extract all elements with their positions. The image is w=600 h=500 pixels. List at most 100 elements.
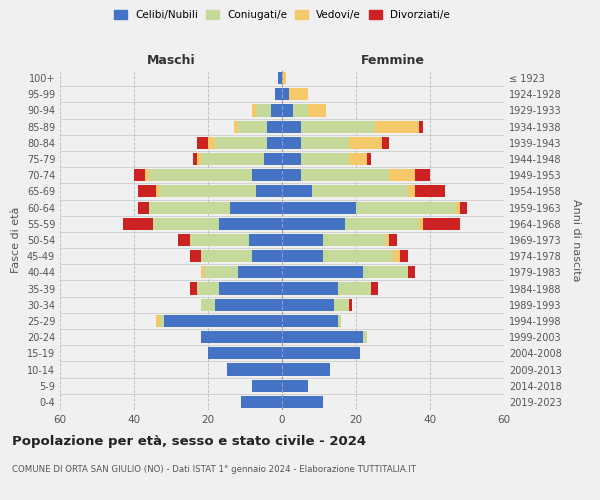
Bar [208, 137, 215, 149]
Bar [460, 202, 467, 213]
Bar [282, 88, 289, 101]
Text: Femmine: Femmine [361, 54, 425, 67]
Bar [349, 298, 352, 311]
Bar [282, 169, 301, 181]
Bar [256, 186, 282, 198]
Bar [408, 186, 415, 198]
Bar [178, 234, 190, 246]
Bar [230, 202, 282, 213]
Bar [415, 169, 430, 181]
Text: Maschi: Maschi [146, 54, 196, 67]
Bar [282, 104, 293, 117]
Bar [374, 120, 419, 132]
Bar [253, 380, 282, 392]
Text: Popolazione per età, sesso e stato civile - 2024: Popolazione per età, sesso e stato civil… [12, 435, 366, 448]
Bar [219, 282, 282, 294]
Bar [349, 137, 382, 149]
Bar [200, 298, 215, 311]
Bar [238, 120, 267, 132]
Bar [282, 137, 301, 149]
Bar [164, 315, 282, 327]
Bar [227, 364, 282, 376]
Bar [323, 234, 386, 246]
Bar [152, 218, 219, 230]
Bar [334, 298, 349, 311]
Bar [415, 186, 445, 198]
Bar [393, 250, 400, 262]
Bar [364, 266, 408, 278]
Bar [200, 250, 253, 262]
Bar [160, 315, 164, 327]
Bar [200, 153, 263, 165]
Bar [282, 380, 308, 392]
Bar [215, 137, 267, 149]
Bar [134, 169, 145, 181]
Text: COMUNE DI ORTA SAN GIULIO (NO) - Dati ISTAT 1° gennaio 2024 - Elaborazione TUTTI: COMUNE DI ORTA SAN GIULIO (NO) - Dati IS… [12, 465, 416, 474]
Bar [145, 169, 149, 181]
Bar [149, 169, 253, 181]
Bar [197, 282, 219, 294]
Bar [293, 104, 308, 117]
Bar [282, 153, 301, 165]
Bar [422, 218, 460, 230]
Bar [156, 315, 160, 327]
Bar [204, 266, 238, 278]
Bar [200, 331, 282, 343]
Bar [241, 396, 282, 408]
Bar [234, 120, 238, 132]
Bar [311, 186, 408, 198]
Bar [263, 153, 282, 165]
Bar [282, 298, 334, 311]
Bar [282, 266, 364, 278]
Bar [278, 72, 282, 84]
Bar [308, 104, 326, 117]
Bar [408, 266, 415, 278]
Bar [282, 72, 286, 84]
Bar [193, 153, 197, 165]
Bar [367, 153, 371, 165]
Bar [400, 250, 408, 262]
Bar [156, 186, 160, 198]
Bar [282, 315, 337, 327]
Bar [337, 315, 341, 327]
Bar [282, 234, 323, 246]
Bar [301, 137, 349, 149]
Bar [282, 218, 345, 230]
Bar [253, 169, 282, 181]
Bar [389, 234, 397, 246]
Bar [275, 88, 282, 101]
Bar [356, 202, 456, 213]
Bar [364, 331, 367, 343]
Bar [197, 153, 200, 165]
Bar [282, 396, 323, 408]
Bar [249, 234, 282, 246]
Bar [386, 234, 389, 246]
Bar [419, 120, 422, 132]
Bar [253, 250, 282, 262]
Bar [282, 331, 364, 343]
Bar [282, 364, 330, 376]
Bar [160, 186, 256, 198]
Bar [190, 250, 200, 262]
Bar [349, 153, 367, 165]
Bar [282, 250, 323, 262]
Bar [371, 282, 378, 294]
Bar [337, 282, 371, 294]
Bar [253, 104, 256, 117]
Bar [323, 250, 393, 262]
Bar [301, 120, 374, 132]
Y-axis label: Fasce di età: Fasce di età [11, 207, 21, 273]
Bar [138, 186, 156, 198]
Bar [138, 202, 149, 213]
Bar [219, 218, 282, 230]
Bar [200, 266, 204, 278]
Bar [456, 202, 460, 213]
Bar [190, 282, 197, 294]
Bar [345, 218, 419, 230]
Bar [282, 348, 360, 360]
Bar [123, 218, 152, 230]
Bar [208, 348, 282, 360]
Bar [256, 104, 271, 117]
Bar [389, 169, 415, 181]
Y-axis label: Anni di nascita: Anni di nascita [571, 198, 581, 281]
